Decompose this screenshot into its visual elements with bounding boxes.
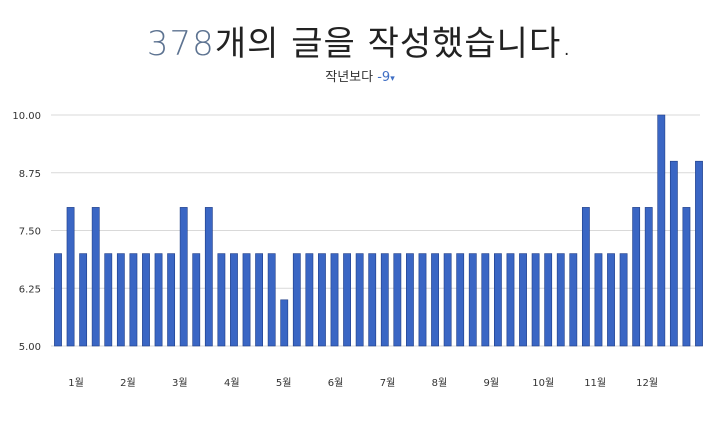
x-tick-label: 7월 xyxy=(380,377,396,389)
bar xyxy=(619,253,628,347)
y-tick-label: 6.25 xyxy=(19,284,41,295)
bar xyxy=(418,253,427,347)
bar xyxy=(280,299,289,347)
comparison-value: -9 xyxy=(377,70,391,85)
comparison-label: 작년보다 xyxy=(325,70,374,85)
bar xyxy=(217,253,226,347)
x-tick-label: 6월 xyxy=(328,377,344,389)
bar xyxy=(79,253,88,347)
bar xyxy=(91,207,100,347)
post-count: 378 xyxy=(146,24,215,64)
bar xyxy=(443,253,452,347)
bar xyxy=(695,160,703,347)
bar xyxy=(104,253,113,347)
y-tick-label: 8.75 xyxy=(19,169,41,180)
bar xyxy=(468,253,477,347)
bar xyxy=(506,253,515,347)
bar xyxy=(204,207,213,347)
bar xyxy=(581,207,590,347)
bar xyxy=(368,253,377,347)
bar xyxy=(167,253,176,347)
x-tick-label: 2월 xyxy=(120,377,136,389)
bar xyxy=(267,253,276,347)
headline-text: 개의 글을 작성했습니다. xyxy=(214,24,574,64)
bar xyxy=(406,253,414,347)
bar xyxy=(305,253,314,347)
bar xyxy=(431,253,439,347)
bar xyxy=(682,207,691,347)
bar xyxy=(607,253,615,347)
x-tick-label: 5월 xyxy=(276,377,292,389)
bar xyxy=(255,253,263,347)
bar xyxy=(230,253,238,347)
x-tick-label: 3월 xyxy=(172,377,188,389)
y-tick-label: 10.00 xyxy=(12,111,41,122)
y-tick-label: 7.50 xyxy=(19,227,41,238)
bar xyxy=(657,114,666,347)
down-arrow-icon: ▾ xyxy=(390,74,395,84)
bar xyxy=(669,160,678,347)
bar xyxy=(242,253,251,347)
bar xyxy=(142,253,150,347)
bar xyxy=(355,253,364,347)
bar xyxy=(393,253,402,347)
bar xyxy=(318,253,326,347)
bar xyxy=(519,253,527,347)
bar xyxy=(343,253,351,347)
bar xyxy=(632,207,641,347)
bar xyxy=(481,253,490,347)
bar xyxy=(129,253,138,347)
bar xyxy=(380,253,389,347)
x-tick-label: 8월 xyxy=(432,377,448,389)
bar xyxy=(116,253,125,347)
x-tick-label: 1월 xyxy=(68,377,84,389)
x-tick-label: 10월 xyxy=(532,377,554,389)
bar xyxy=(66,207,75,347)
x-tick-label: 11월 xyxy=(584,377,606,389)
bar xyxy=(192,253,201,347)
bar xyxy=(594,253,603,347)
x-tick-label: 9월 xyxy=(484,377,500,389)
bar xyxy=(493,253,502,347)
bar xyxy=(456,253,465,347)
bar xyxy=(531,253,540,347)
bar xyxy=(154,253,163,347)
year-comparison: 작년보다 -9▾ xyxy=(0,66,720,85)
bar xyxy=(544,253,553,347)
bar xyxy=(644,207,653,347)
bar xyxy=(54,253,62,347)
x-tick-label: 4월 xyxy=(224,377,240,389)
bar xyxy=(179,207,188,347)
bar xyxy=(292,253,301,347)
bar xyxy=(330,253,339,347)
headline: 378개의 글을 작성했습니다. xyxy=(0,16,720,65)
bar xyxy=(569,253,578,347)
y-tick-label: 5.00 xyxy=(19,342,41,353)
x-tick-label: 12월 xyxy=(636,377,658,389)
bar xyxy=(556,253,565,347)
